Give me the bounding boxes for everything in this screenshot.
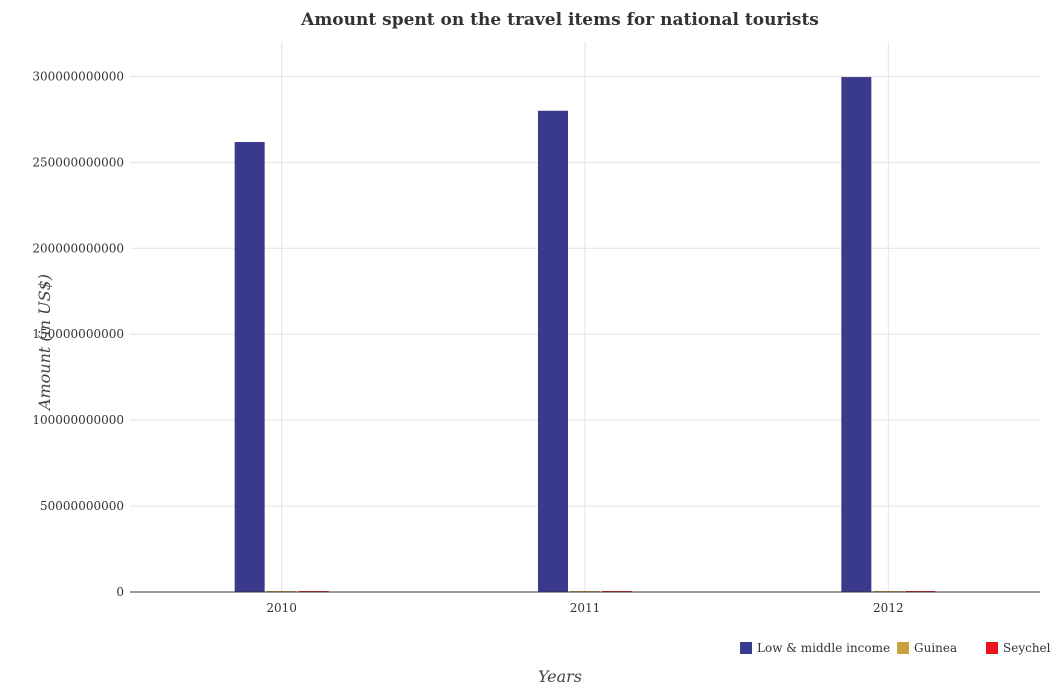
bars (234, 77, 936, 592)
y-tick-label: 200000000000 (32, 241, 124, 255)
y-tick-label: 100000000000 (32, 413, 124, 427)
x-tick-label: 2010 (266, 601, 297, 615)
bar-low-middle-income-2010 (234, 142, 265, 592)
legend-swatch (986, 642, 998, 654)
bar-low-middle-income-2011 (538, 110, 568, 592)
y-tick-label: 250000000000 (32, 155, 124, 169)
legend-label: Seychelles (1003, 641, 1051, 655)
y-tick-label: 50000000000 (40, 499, 124, 513)
legend: Low & middle income Guinea Seychelles (740, 641, 1051, 655)
y-tick-labels: 0 50000000000 100000000000 150000000000 2000… (32, 69, 124, 599)
y-tick-label: 0 (116, 585, 124, 599)
legend-swatch (897, 642, 909, 654)
y-axis-label: Amount (in US$) (35, 274, 54, 412)
y-tick-label: 300000000000 (32, 69, 124, 83)
bar-low-middle-income-2012 (841, 77, 872, 592)
chart-title: Amount spent on the travel items for nat… (300, 10, 819, 30)
grid (130, 42, 1040, 593)
legend-label: Guinea (914, 641, 957, 655)
x-axis-label: Years (538, 667, 582, 686)
legend-label: Low & middle income (757, 641, 890, 655)
x-tick-labels: 2010 2011 2012 (266, 601, 903, 615)
x-tick-label: 2011 (570, 601, 601, 615)
legend-swatch (740, 642, 752, 654)
y-tick-label: 150000000000 (32, 327, 124, 341)
x-tick-label: 2012 (873, 601, 904, 615)
